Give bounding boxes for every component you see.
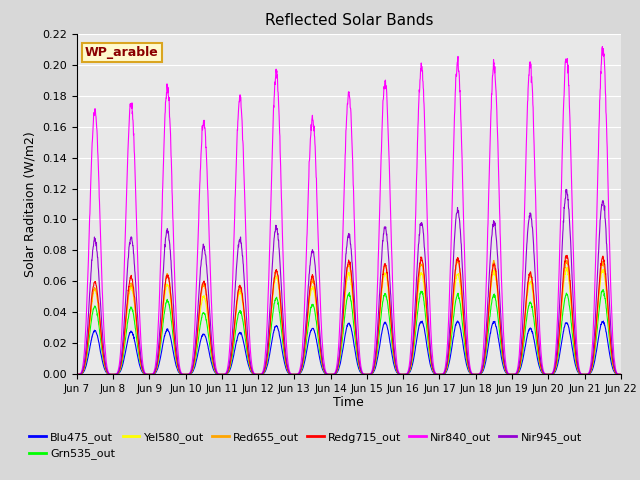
- Line: Redg715_out: Redg715_out: [77, 255, 621, 374]
- Nir945_out: [365, 372, 372, 377]
- Nir840_out: [225, 359, 232, 364]
- Blu475_out: [584, 372, 592, 377]
- Line: Yel580_out: Yel580_out: [77, 267, 621, 374]
- X-axis label: Time: Time: [333, 396, 364, 408]
- Nir840_out: [376, 188, 384, 193]
- Yel580_out: [617, 372, 625, 377]
- Blu475_out: [617, 372, 625, 377]
- Redg715_out: [617, 372, 625, 377]
- Line: Nir945_out: Nir945_out: [77, 190, 621, 374]
- Red655_out: [569, 322, 577, 327]
- Red655_out: [376, 304, 384, 310]
- Redg715_out: [507, 372, 515, 377]
- Red655_out: [507, 372, 515, 377]
- Blu475_out: [507, 372, 515, 377]
- Yel580_out: [73, 372, 81, 377]
- Redg715_out: [73, 372, 81, 377]
- Red655_out: [73, 372, 81, 377]
- Grn535_out: [569, 334, 577, 340]
- Grn535_out: [617, 372, 625, 377]
- Grn535_out: [584, 372, 591, 377]
- Grn535_out: [73, 372, 81, 377]
- Yel580_out: [365, 372, 372, 377]
- Yel580_out: [584, 372, 592, 377]
- Redg715_out: [225, 367, 232, 373]
- Y-axis label: Solar Raditaion (W/m2): Solar Raditaion (W/m2): [24, 131, 36, 277]
- Red655_out: [584, 372, 592, 377]
- Line: Blu475_out: Blu475_out: [77, 321, 621, 374]
- Line: Red655_out: Red655_out: [77, 260, 621, 374]
- Nir945_out: [584, 371, 592, 377]
- Nir840_out: [584, 371, 591, 377]
- Nir945_out: [225, 365, 232, 371]
- Redg715_out: [584, 372, 592, 377]
- Redg715_out: [569, 319, 577, 325]
- Redg715_out: [376, 303, 384, 309]
- Line: Grn535_out: Grn535_out: [77, 289, 621, 374]
- Blu475_out: [365, 372, 372, 377]
- Yel580_out: [563, 264, 571, 270]
- Nir840_out: [73, 372, 81, 377]
- Nir945_out: [507, 372, 515, 377]
- Yel580_out: [376, 309, 384, 314]
- Grn535_out: [599, 287, 607, 292]
- Grn535_out: [376, 322, 384, 327]
- Blu475_out: [376, 339, 384, 345]
- Grn535_out: [225, 369, 232, 374]
- Grn535_out: [507, 372, 515, 377]
- Yel580_out: [225, 368, 232, 373]
- Text: WP_arable: WP_arable: [85, 46, 159, 59]
- Yel580_out: [569, 326, 577, 332]
- Nir840_out: [598, 44, 606, 49]
- Blu475_out: [569, 349, 577, 355]
- Nir945_out: [617, 372, 625, 377]
- Nir840_out: [569, 221, 577, 227]
- Line: Nir840_out: Nir840_out: [77, 47, 621, 374]
- Nir840_out: [507, 372, 515, 377]
- Red655_out: [365, 372, 372, 377]
- Nir945_out: [563, 187, 570, 192]
- Red655_out: [617, 372, 625, 377]
- Nir945_out: [73, 372, 81, 377]
- Blu475_out: [225, 370, 232, 375]
- Red655_out: [225, 368, 232, 373]
- Title: Reflected Solar Bands: Reflected Solar Bands: [264, 13, 433, 28]
- Redg715_out: [563, 252, 571, 258]
- Nir840_out: [617, 372, 625, 377]
- Nir945_out: [376, 280, 384, 286]
- Red655_out: [454, 257, 462, 263]
- Nir945_out: [569, 292, 577, 298]
- Redg715_out: [365, 372, 372, 377]
- Nir840_out: [365, 372, 372, 377]
- Yel580_out: [507, 372, 515, 377]
- Blu475_out: [454, 318, 461, 324]
- Grn535_out: [365, 372, 372, 377]
- Blu475_out: [73, 372, 81, 377]
- Legend: Blu475_out, Grn535_out, Yel580_out, Red655_out, Redg715_out, Nir840_out, Nir945_: Blu475_out, Grn535_out, Yel580_out, Red6…: [24, 428, 586, 464]
